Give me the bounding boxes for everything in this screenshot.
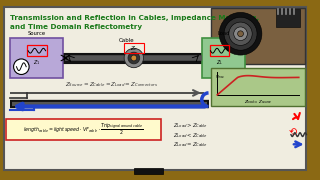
FancyBboxPatch shape — [212, 8, 305, 64]
Text: $Z_{Load} > Z_{Cable}$: $Z_{Load} > Z_{Cable}$ — [173, 121, 208, 130]
Text: Cable: Cable — [118, 38, 134, 43]
Text: $Z_{Load} = Z_{Cable}$: $Z_{Load} = Z_{Cable}$ — [173, 140, 208, 149]
Text: $Z_L$: $Z_L$ — [216, 58, 223, 67]
Circle shape — [219, 12, 262, 55]
Circle shape — [224, 17, 257, 50]
FancyBboxPatch shape — [276, 10, 300, 27]
Circle shape — [234, 27, 247, 40]
Text: ⟲: ⟲ — [289, 127, 297, 137]
Circle shape — [131, 55, 137, 61]
FancyBboxPatch shape — [134, 168, 163, 174]
Circle shape — [229, 22, 252, 45]
FancyBboxPatch shape — [212, 68, 305, 107]
Text: Source: Source — [27, 31, 45, 36]
FancyBboxPatch shape — [4, 7, 307, 170]
Text: $Z_{Load} < Z_{Cable}$: $Z_{Load} < Z_{Cable}$ — [173, 131, 208, 140]
FancyBboxPatch shape — [202, 38, 245, 78]
Text: and Time Domain Reflectometry: and Time Domain Reflectometry — [10, 24, 142, 30]
Text: Load: Load — [217, 31, 230, 36]
Text: $Z_{Source} = Z_{Cable} = Z_{Load} = Z_{Connectors}$: $Z_{Source} = Z_{Cable} = Z_{Load} = Z_{… — [65, 80, 158, 89]
Text: $Z_{load} = Z_{source}$: $Z_{load} = Z_{source}$ — [244, 99, 272, 106]
Text: $Z_c$: $Z_c$ — [130, 44, 138, 53]
Circle shape — [238, 31, 244, 37]
Circle shape — [128, 52, 140, 64]
Text: $V_{max}$: $V_{max}$ — [215, 73, 226, 81]
Text: Transmission and Reflection in Cables, Impedance Matching,: Transmission and Reflection in Cables, I… — [10, 15, 259, 21]
FancyBboxPatch shape — [6, 119, 161, 140]
Circle shape — [124, 48, 144, 68]
Circle shape — [13, 59, 29, 75]
Text: $Z_1$: $Z_1$ — [33, 58, 41, 67]
FancyBboxPatch shape — [10, 38, 63, 78]
Text: $length_{cable} = light\,speed \cdot VF_{cable} \cdot \dfrac{Trip_{signal\,aroun: $length_{cable} = light\,speed \cdot VF_… — [23, 122, 144, 137]
